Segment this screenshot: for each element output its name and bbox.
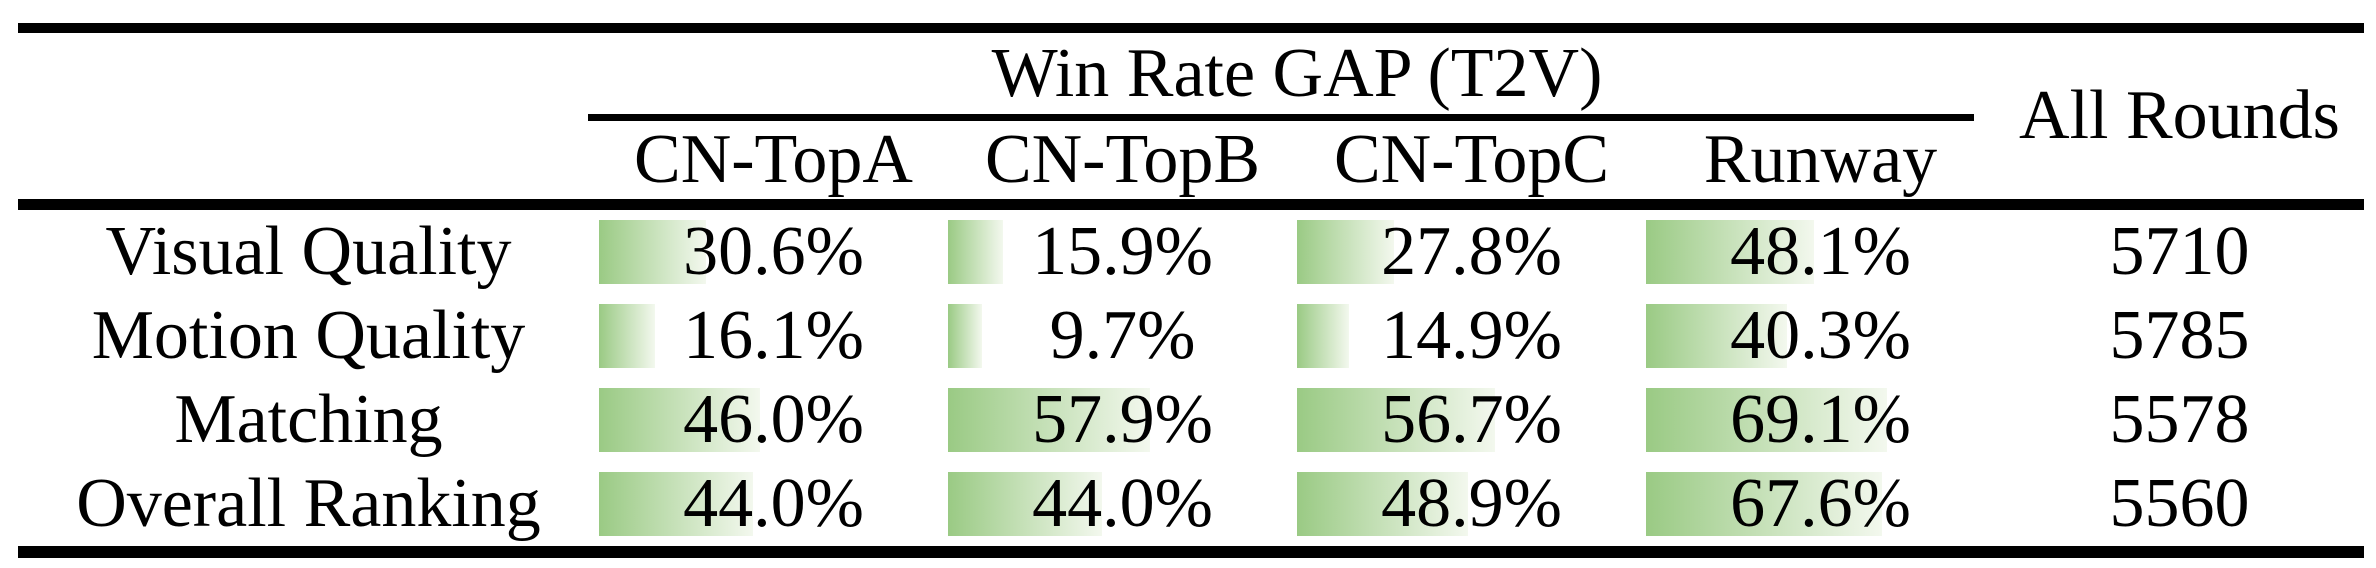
win-rate-value: 44.0% [683,465,864,542]
column-header-runway: Runway [1703,121,1938,198]
win-rate-cell: 56.7% [1297,378,1646,462]
all-rounds-value: 5578 [2109,381,2250,458]
win-rate-value: 44.0% [1032,465,1213,542]
row-label: Overall Ranking [76,465,541,542]
table-bottom-rule [18,546,2364,558]
win-rate-bar [1646,472,1882,536]
win-rate-bar [948,220,1003,284]
win-rate-value: 48.9% [1381,465,1562,542]
win-rate-cell: 57.9% [948,378,1297,462]
column-header-cn-topc: CN-TopC [1333,121,1610,198]
all-rounds-value: 5785 [2109,297,2250,374]
win-rate-bar [1646,304,1787,368]
win-rate-cell: 9.7% [948,294,1297,378]
all-rounds-value: 5560 [2109,465,2250,542]
win-rate-bar [1646,220,1814,284]
all-rounds-header: All Rounds [2019,77,2340,154]
win-rate-bar [948,388,1150,452]
table-top-rule [18,23,2364,33]
win-rate-value: 48.1% [1730,213,1911,290]
win-rate-cell: 40.3% [1646,294,1995,378]
win-rate-bar [599,388,760,452]
win-rate-value: 30.6% [683,213,864,290]
win-rate-bar [948,472,1102,536]
win-rate-value: 40.3% [1730,297,1911,374]
win-rate-cell: 16.1% [599,294,948,378]
win-rate-bar [1297,472,1468,536]
win-rate-cell: 44.0% [599,462,948,546]
column-header-cn-topb: CN-TopB [984,121,1261,198]
row-label: Matching [174,381,443,458]
win-rate-cell: 69.1% [1646,378,1995,462]
win-rate-bar [1646,388,1887,452]
win-rate-value: 57.9% [1032,381,1213,458]
win-rate-cell: 14.9% [1297,294,1646,378]
win-rate-value: 27.8% [1381,213,1562,290]
win-rate-value: 16.1% [683,297,864,374]
group-header: Win Rate GAP (T2V) [991,34,1603,112]
win-rate-bar [599,304,655,368]
win-rate-bar [599,472,753,536]
header-bottom-rule [18,199,2364,210]
win-rate-cell: 27.8% [1297,210,1646,294]
win-rate-cell: 48.9% [1297,462,1646,546]
win-rate-value: 67.6% [1730,465,1911,542]
all-rounds-value: 5710 [2109,213,2250,290]
win-rate-value: 46.0% [683,381,864,458]
win-rate-value: 69.1% [1730,381,1911,458]
win-rate-cell: 15.9% [948,210,1297,294]
win-rate-value: 56.7% [1381,381,1562,458]
column-header-cn-topa: CN-TopA [634,121,913,198]
win-rate-cell: 67.6% [1646,462,1995,546]
win-rate-value: 14.9% [1381,297,1562,374]
win-rate-bar [1297,220,1394,284]
row-label: Motion Quality [91,297,526,374]
group-header-underline-rule [588,114,1974,121]
win-rate-value: 15.9% [1032,213,1213,290]
win-rate-value: 9.7% [1049,297,1196,374]
win-rate-bar [1297,304,1349,368]
win-rate-cell: 46.0% [599,378,948,462]
win-rate-cell: 30.6% [599,210,948,294]
win-rate-bar [1297,388,1495,452]
win-rate-cell: 44.0% [948,462,1297,546]
win-rate-bar [948,304,982,368]
win-rate-cell: 48.1% [1646,210,1995,294]
win-rate-bar [599,220,706,284]
row-label: Visual Quality [105,213,512,290]
